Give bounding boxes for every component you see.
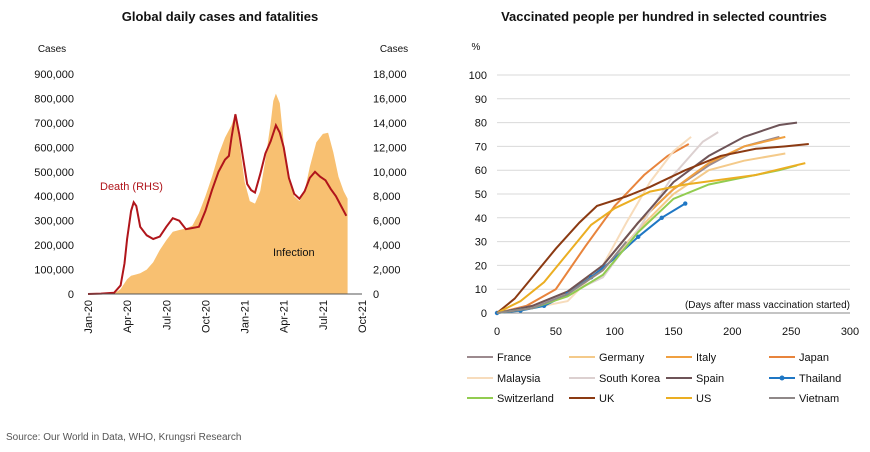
- y-tick-label: 40: [475, 213, 487, 225]
- legend-label: France: [497, 352, 531, 364]
- infection-area: [88, 93, 348, 294]
- x-tick-label: 100: [605, 326, 623, 338]
- series-line-uk: [496, 143, 809, 314]
- right-axis-label: Cases: [380, 44, 408, 55]
- days-label: (Days after mass vaccination started): [685, 300, 850, 311]
- legend-label: South Korea: [599, 373, 661, 385]
- left-y-tick: 300,000: [34, 216, 74, 228]
- left-y-tick: 600,000: [34, 142, 74, 154]
- legend-label: Spain: [696, 373, 724, 385]
- x-tick-label: Jan-20: [83, 300, 95, 334]
- right-y-tick: 12,000: [373, 142, 407, 154]
- series-line-japan: [496, 143, 690, 314]
- x-tick-label: 0: [494, 326, 500, 338]
- right-y-tick: 10,000: [373, 167, 407, 179]
- x-tick-label: Oct-21: [357, 300, 369, 333]
- left-y-ticks: 0 100,000 200,000 300,000 400,000 500,000 600,…: [34, 69, 74, 301]
- death-annotation: Death (RHS): [100, 181, 163, 193]
- y-tick-label: 60: [475, 165, 487, 177]
- y-tick-label: 0: [481, 308, 487, 320]
- left-chart-title: Global daily cases and fatalities: [122, 9, 319, 24]
- x-ticks: 0 50 100 150 200 250 300: [494, 326, 859, 338]
- x-tick-label: 50: [550, 326, 562, 338]
- legend: France Germany Italy Japan Malaysia South Kor…: [467, 352, 841, 405]
- y-tick-label: 50: [475, 189, 487, 201]
- series-line-spain: [496, 121, 798, 314]
- left-y-tick: 0: [68, 289, 74, 301]
- legend-label: US: [696, 393, 711, 405]
- x-tick-label: Apr-20: [122, 300, 134, 333]
- right-y-tick: 2,000: [373, 265, 401, 277]
- y-tick-label: 70: [475, 141, 487, 153]
- legend-label: UK: [599, 393, 615, 405]
- x-tick-label: Oct-20: [200, 300, 212, 333]
- x-tick-label: 150: [664, 326, 682, 338]
- right-y-tick: 8,000: [373, 191, 401, 203]
- series-line-vietnam: [496, 240, 628, 314]
- legend-label: Malaysia: [497, 373, 541, 385]
- series-line-malaysia: [496, 136, 692, 314]
- left-chart: Global daily cases and fatalities Cases …: [34, 9, 408, 334]
- percent-label: %: [472, 42, 481, 53]
- y-ticks: 0 10 20 30 40 50 60 70 80 90 100: [469, 70, 487, 320]
- legend-label: Japan: [799, 352, 829, 364]
- left-y-tick: 200,000: [34, 240, 74, 252]
- right-y-ticks: 0 2,000 4,000 6,000 8,000 10,000 12,000 14,000 1…: [373, 69, 407, 301]
- source-note: Source: Our World in Data, WHO, Krungsri…: [6, 432, 242, 443]
- left-y-tick: 500,000: [34, 167, 74, 179]
- legend-label: Italy: [696, 352, 717, 364]
- x-tick-label: Jul-20: [161, 300, 173, 330]
- legend-label: Vietnam: [799, 393, 839, 405]
- left-y-tick: 400,000: [34, 191, 74, 203]
- x-ticks: Jan-20 Apr-20 Jul-20 Oct-20 Jan-21 Apr-21 Jul-…: [83, 300, 369, 334]
- thailand-point: [683, 201, 688, 206]
- right-y-tick: 4,000: [373, 240, 401, 252]
- right-y-tick: 18,000: [373, 69, 407, 81]
- right-y-tick: 0: [373, 289, 379, 301]
- x-tick-label: Apr-21: [279, 300, 291, 333]
- infection-annotation: Infection: [273, 247, 315, 259]
- x-tick-label: 250: [782, 326, 800, 338]
- y-tick-label: 20: [475, 260, 487, 272]
- x-tick-label: 200: [723, 326, 741, 338]
- left-y-tick: 900,000: [34, 69, 74, 81]
- x-tick-label: 300: [841, 326, 859, 338]
- series-line-us: [496, 162, 806, 314]
- legend-label: Thailand: [799, 373, 841, 385]
- y-tick-label: 30: [475, 237, 487, 249]
- right-y-tick: 14,000: [373, 118, 407, 130]
- y-tick-label: 90: [475, 94, 487, 106]
- legend-label: Switzerland: [497, 393, 554, 405]
- series-line-south-korea: [496, 131, 719, 314]
- y-tick-label: 10: [475, 284, 487, 296]
- left-y-tick: 800,000: [34, 93, 74, 105]
- xlabel-bg: [668, 297, 852, 312]
- legend-label: Germany: [599, 352, 645, 364]
- left-y-tick: 700,000: [34, 118, 74, 130]
- y-tick-label: 100: [469, 70, 487, 82]
- y-tick-label: 80: [475, 118, 487, 130]
- right-chart-title: Vaccinated people per hundred in selecte…: [501, 9, 827, 24]
- thailand-point: [636, 234, 641, 240]
- series-lines: [494, 121, 809, 316]
- right-y-tick: 6,000: [373, 216, 401, 228]
- x-tick-label: Jul-21: [318, 300, 330, 330]
- right-chart: Vaccinated people per hundred in selecte…: [467, 9, 859, 405]
- death-line: [87, 114, 348, 295]
- thailand-point: [659, 215, 664, 220]
- legend-marker: [779, 375, 785, 381]
- x-tick-label: Jan-21: [240, 300, 252, 334]
- left-y-tick: 100,000: [34, 265, 74, 277]
- right-y-tick: 16,000: [373, 93, 407, 105]
- left-axis-label: Cases: [38, 44, 66, 55]
